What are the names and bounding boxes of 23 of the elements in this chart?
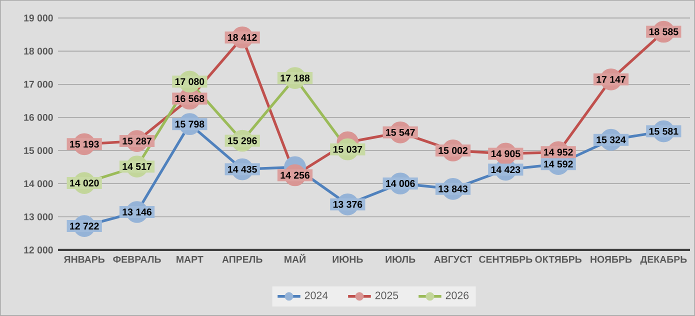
y-tick-label: 19 000 [24,14,53,22]
x-tick-label: ЯНВАРЬ [64,256,105,263]
y-tick-label: 16 000 [24,114,53,121]
y-tick-label: 18 000 [24,48,53,55]
x-tick-label: ОКТЯБРЬ [535,256,582,263]
y-tick-label: 17 000 [24,80,53,88]
legend-label: 2025 [375,292,398,300]
x-tick-label: СЕНТЯБРЬ [479,256,532,263]
y-tick-label: 12 000 [24,246,53,254]
y-tick-label: 13 000 [24,213,53,220]
legend-label: 2024 [304,292,328,300]
x-tick-label: ФЕВРАЛЬ [113,256,161,263]
y-tick-label: 15 000 [24,147,53,154]
legend-label: 2026 [446,292,469,300]
x-tick-label: НОЯБРЬ [590,256,632,263]
x-tick-label: АПРЕЛЬ [222,256,262,263]
x-tick-label: АВГУСТ [434,256,472,263]
y-tick-label: 14 000 [24,180,53,188]
x-tick-label: ИЮНЬ [332,256,363,263]
x-tick-label: МАРТ [176,256,204,263]
x-tick-label: ИЮЛЬ [386,256,416,263]
x-tick-label: МАЙ [284,254,306,263]
x-tick-label: ДЕКАБРЬ [640,256,687,265]
